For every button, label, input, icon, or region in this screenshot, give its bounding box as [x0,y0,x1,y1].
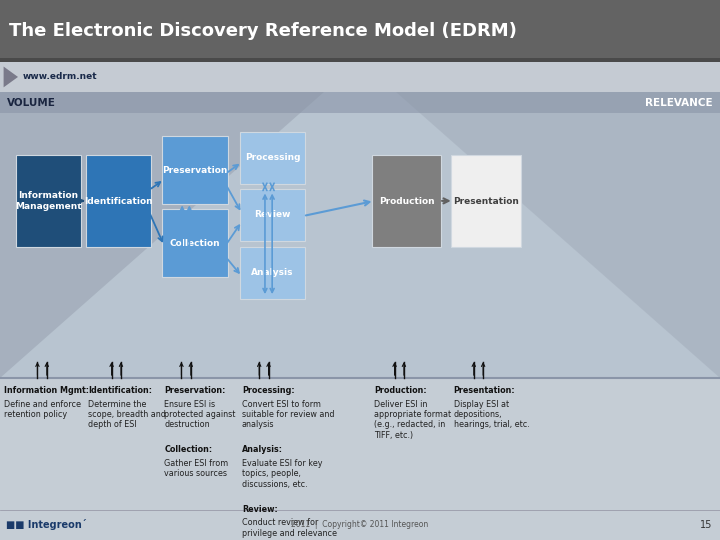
Text: Processing: Processing [245,153,300,162]
FancyBboxPatch shape [240,132,305,184]
Text: 2011  |  Copyright© 2011 Integreon: 2011 | Copyright© 2011 Integreon [292,521,428,529]
Text: 15: 15 [701,520,713,530]
FancyBboxPatch shape [86,155,151,247]
Polygon shape [4,66,18,87]
Bar [0,58,720,62]
FancyBboxPatch shape [240,189,305,241]
Text: www.edrm.net: www.edrm.net [23,72,98,82]
FancyBboxPatch shape [451,155,521,247]
Text: Presentation: Presentation [453,197,519,206]
Text: Review:: Review: [242,505,278,514]
Text: Preservation: Preservation [162,166,228,174]
Text: Display ESI at
depositions,
hearings, trial, etc.: Display ESI at depositions, hearings, tr… [454,400,529,429]
FancyBboxPatch shape [16,155,81,247]
Text: Information
Management: Information Management [15,192,82,211]
Text: Conduct review for
privilege and relevance: Conduct review for privilege and relevan… [242,518,337,538]
Text: Processing:: Processing: [242,386,294,395]
Text: Deliver ESI in
appropriate format
(e.g., redacted, in
TIFF, etc.): Deliver ESI in appropriate format (e.g.,… [374,400,451,440]
Text: Collection:: Collection: [164,446,212,455]
Bar [0,92,720,113]
Text: Define and enforce
retention policy: Define and enforce retention policy [4,400,81,419]
Text: Preservation:: Preservation: [164,386,225,395]
Text: Production: Production [379,197,435,206]
Text: Convert ESI to form
suitable for review and
analysis: Convert ESI to form suitable for review … [242,400,334,429]
Text: Presentation:: Presentation: [454,386,516,395]
Bar [0,0,720,62]
Polygon shape [0,92,324,378]
Text: Collection: Collection [169,239,220,247]
Text: Review: Review [254,211,291,219]
Polygon shape [396,92,720,378]
Text: Evaluate ESI for key
topics, people,
discussions, etc.: Evaluate ESI for key topics, people, dis… [242,459,323,489]
FancyBboxPatch shape [162,209,228,277]
Bar [0,378,720,540]
Text: ■■ Integreon´: ■■ Integreon´ [6,519,86,530]
FancyBboxPatch shape [372,155,441,247]
Text: The Electronic Discovery Reference Model (EDRM): The Electronic Discovery Reference Model… [9,22,516,40]
Text: Production:: Production: [374,386,427,395]
FancyBboxPatch shape [162,136,228,204]
Text: Identification: Identification [84,197,153,206]
FancyBboxPatch shape [240,247,305,299]
Text: VOLUME: VOLUME [7,98,56,107]
Text: Gather ESI from
various sources: Gather ESI from various sources [164,459,228,478]
Text: Identification:: Identification: [88,386,152,395]
Text: Analysis: Analysis [251,268,294,277]
Bar [0,62,720,92]
Text: Determine the
scope, breadth and
depth of ESI: Determine the scope, breadth and depth o… [88,400,166,429]
Text: RELEVANCE: RELEVANCE [645,98,713,107]
Text: Analysis:: Analysis: [242,446,283,455]
Text: Information Mgmt:: Information Mgmt: [4,386,89,395]
Text: Ensure ESI is
protected against
destruction: Ensure ESI is protected against destruct… [164,400,235,429]
